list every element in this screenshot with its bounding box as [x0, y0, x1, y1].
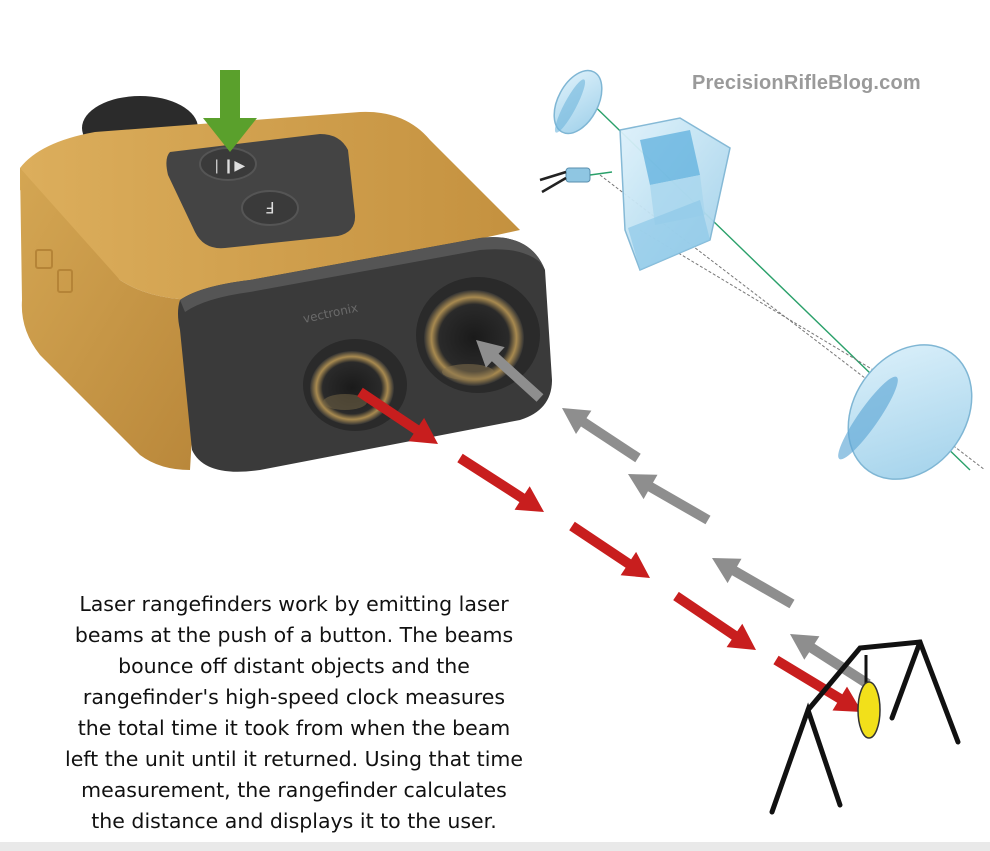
caption-line: the distance and displays it to the user…: [91, 809, 497, 833]
front-face-bevel: [180, 237, 545, 312]
caption-line: bounce off distant objects and the: [118, 654, 470, 678]
laser-diode: [539, 167, 613, 194]
caption-line: rangefinder's high-speed clock measures: [82, 685, 506, 709]
bottom-strip: [0, 842, 990, 851]
caption-line: Laser rangefinders work by emitting lase…: [79, 592, 509, 616]
target-stand: [769, 639, 961, 815]
push-arrow-icon: [203, 70, 257, 152]
fire-button-symbol: ❘❙▶: [211, 158, 245, 174]
return-beam-arrow-icon: [562, 408, 641, 463]
caption-line: left the unit until it returned. Using t…: [65, 747, 523, 771]
outgoing-beam-arrow-icon: [773, 655, 862, 712]
caption-line: beams at the push of a button. The beams: [74, 623, 514, 647]
return-beam-arrows: [476, 340, 871, 689]
outgoing-beam-arrow-icon: [569, 521, 650, 578]
return-beam-arrow-icon: [712, 558, 795, 609]
outgoing-beam-arrow-icon: [357, 387, 438, 444]
f-button[interactable]: F: [241, 190, 299, 226]
fire-button[interactable]: ❘❙▶: [199, 147, 257, 181]
side-emboss: [35, 249, 73, 293]
return-beam-arrow-icon: [628, 474, 711, 525]
caption-text: Laser rangefinders work by emitting lase…: [6, 589, 582, 837]
large-lens: [838, 344, 973, 480]
laser-rangefinder-device: ❘❙▶ F vectronix: [20, 96, 552, 472]
outgoing-beam-arrow-icon: [457, 453, 544, 512]
prism: [619, 117, 731, 271]
caption-line: measurement, the rangefinder calculates: [81, 778, 507, 802]
device-side: [20, 168, 200, 470]
small-lens: [553, 69, 603, 135]
return-beam-arrow-icon: [790, 634, 871, 689]
caption-line: the total time it took from when the bea…: [77, 716, 511, 740]
outgoing-beam-arrow-icon: [673, 591, 756, 650]
return-beam-arrow-icon: [476, 340, 544, 402]
site-watermark: PrecisionRifleBlog.com: [692, 72, 921, 94]
target-icon: [857, 681, 881, 739]
f-button-label: F: [265, 198, 274, 217]
optics-schematic: [539, 69, 986, 480]
outgoing-beam-arrows: [357, 387, 862, 712]
